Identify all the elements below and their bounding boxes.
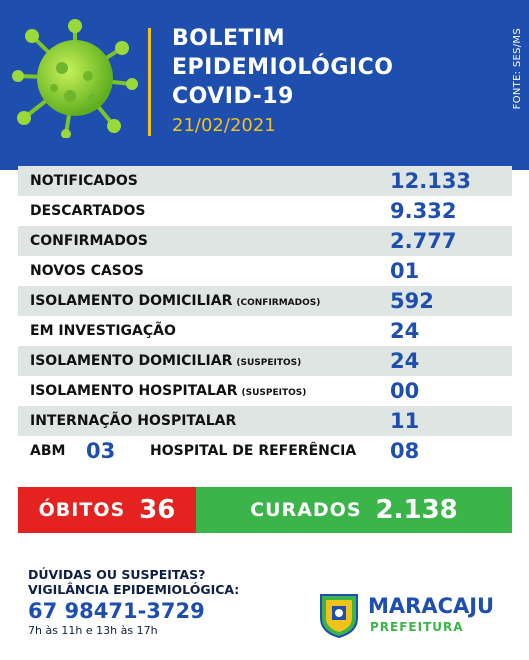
- curados-value: 2.138: [375, 495, 458, 525]
- row-internacao: INTERNAÇÃO HOSPITALAR 11: [18, 406, 512, 436]
- row-label: INTERNAÇÃO HOSPITALAR: [30, 413, 237, 429]
- row-qualifier: (SUSPEITOS): [241, 388, 307, 398]
- row-value: 24: [390, 349, 420, 373]
- row-isolamento-suspeitos: ISOLAMENTO DOMICILIAR (SUSPEITOS) 24: [18, 346, 512, 376]
- row-label: EM INVESTIGAÇÃO: [30, 323, 176, 339]
- virus-icon: [12, 19, 138, 138]
- curados-label: CURADOS: [250, 499, 362, 521]
- abm-value: 03: [86, 439, 116, 463]
- contact-phone: 67 98471-3729: [28, 599, 205, 623]
- city-crest-icon: [320, 594, 358, 638]
- row-qualifier: (SUSPEITOS): [236, 358, 302, 368]
- hospital-ref-value: 08: [390, 439, 420, 463]
- row-label-text: ISOLAMENTO DOMICILIAR: [30, 293, 233, 309]
- title-line-1: BOLETIM: [172, 26, 286, 51]
- header-divider: [148, 28, 151, 136]
- contact-department: VIGILÂNCIA EPIDEMIOLÓGICA:: [28, 582, 240, 597]
- row-value: 12.133: [390, 169, 472, 193]
- row-confirmados: CONFIRMADOS 2.777: [18, 226, 512, 256]
- title-line-3: COVID-19: [172, 84, 294, 109]
- bulletin-title: BOLETIM EPIDEMIOLÓGICO COVID-19: [172, 24, 393, 111]
- row-value: 24: [390, 319, 420, 343]
- obitos-box: ÓBITOS 36: [18, 487, 196, 533]
- bulletin-date: 21/02/2021: [172, 115, 276, 136]
- contact-question: DÚVIDAS OU SUSPEITAS?: [28, 567, 206, 582]
- row-label: ISOLAMENTO DOMICILIAR (SUSPEITOS): [30, 353, 301, 369]
- row-em-investigacao: EM INVESTIGAÇÃO 24: [18, 316, 512, 346]
- row-hospitalar-suspeitos: ISOLAMENTO HOSPITALAR (SUSPEITOS) 00: [18, 376, 512, 406]
- curados-box: CURADOS 2.138: [196, 487, 512, 533]
- row-label: NOVOS CASOS: [30, 263, 144, 279]
- row-value: 592: [390, 289, 434, 313]
- row-value: 01: [390, 259, 420, 283]
- city-name: MARACAJU: [368, 594, 495, 618]
- obitos-label: ÓBITOS: [38, 499, 126, 521]
- stats-table: NOTIFICADOS 12.133 DESCARTADOS 9.332 CON…: [18, 166, 512, 466]
- row-value: 00: [390, 379, 420, 403]
- header-banner: BOLETIM EPIDEMIOLÓGICO COVID-19 21/02/20…: [0, 0, 529, 170]
- row-label-text: ISOLAMENTO HOSPITALAR: [30, 383, 238, 399]
- abm-label: ABM: [30, 443, 66, 459]
- row-value: 11: [390, 409, 420, 433]
- row-notificados: NOTIFICADOS 12.133: [18, 166, 512, 196]
- obitos-value: 36: [139, 495, 176, 525]
- row-label: CONFIRMADOS: [30, 233, 148, 249]
- row-label: DESCARTADOS: [30, 203, 146, 219]
- title-line-2: EPIDEMIOLÓGICO: [172, 55, 394, 80]
- row-novos-casos: NOVOS CASOS 01: [18, 256, 512, 286]
- row-isolamento-confirmados: ISOLAMENTO DOMICILIAR (CONFIRMADOS) 592: [18, 286, 512, 316]
- row-descartados: DESCARTADOS 9.332: [18, 196, 512, 226]
- hospital-ref-label: HOSPITAL DE REFERÊNCIA: [150, 443, 357, 459]
- city-sub: PREFEITURA: [370, 620, 464, 634]
- row-value: 2.777: [390, 229, 457, 253]
- row-value: 9.332: [390, 199, 457, 223]
- contact-hours: 7h às 11h e 13h às 17h: [28, 624, 158, 637]
- source-note: FONTE: SES/MS: [512, 28, 523, 110]
- row-label: ISOLAMENTO HOSPITALAR (SUSPEITOS): [30, 383, 306, 399]
- row-label-text: ISOLAMENTO DOMICILIAR: [30, 353, 233, 369]
- contact-block: DÚVIDAS OU SUSPEITAS? VIGILÂNCIA EPIDEMI…: [28, 567, 239, 637]
- row-qualifier: (CONFIRMADOS): [236, 298, 321, 308]
- outcome-bar: ÓBITOS 36 CURADOS 2.138: [18, 487, 512, 533]
- row-label: NOTIFICADOS: [30, 173, 138, 189]
- row-label: ISOLAMENTO DOMICILIAR (CONFIRMADOS): [30, 293, 320, 309]
- row-abm-hospital: ABM 03 HOSPITAL DE REFERÊNCIA 08: [18, 436, 512, 466]
